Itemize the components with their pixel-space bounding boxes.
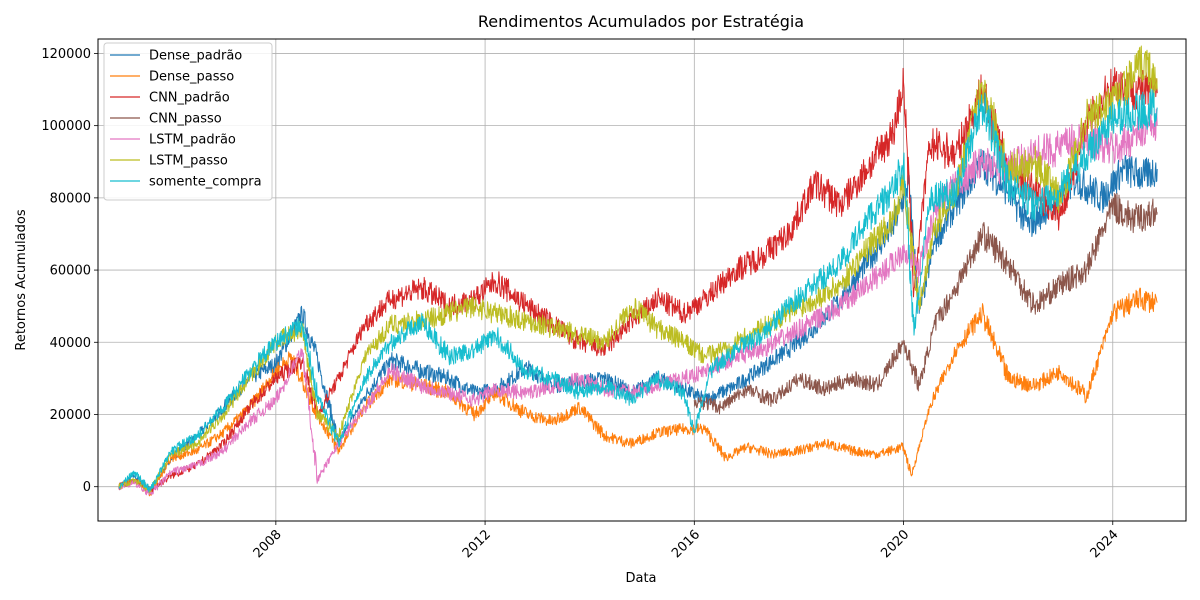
- legend-label: LSTM_padrão: [149, 133, 236, 148]
- legend-label: Dense_padrão: [149, 49, 242, 64]
- legend: Dense_padrão Dense_passo CNN_padrão CNN_pas…: [103, 42, 273, 201]
- legend-label: CNN_padrão: [149, 91, 230, 106]
- legend-label: CNN_passo: [149, 112, 222, 127]
- y-tick-label: 60000: [50, 264, 91, 279]
- series-line-cnn-passo: [693, 192, 1158, 415]
- series-layer: [118, 45, 1158, 497]
- series-line-somente-compra: [118, 88, 1158, 493]
- legend-label: LSTM_passo: [149, 154, 228, 169]
- legend-box: [103, 42, 273, 201]
- y-axis: 0 20000 40000 60000 80000 100000 120000: [41, 47, 98, 495]
- x-axis-label: Data: [625, 571, 656, 586]
- y-tick-label: 100000: [41, 119, 91, 134]
- y-tick-label: 40000: [50, 336, 91, 351]
- y-tick-label: 80000: [50, 191, 91, 206]
- y-tick-label: 20000: [50, 408, 91, 423]
- plot-frame: [97, 38, 1187, 522]
- chart-title: Rendimentos Acumulados por Estratégia: [478, 12, 804, 31]
- y-tick-label: 120000: [41, 47, 91, 62]
- legend-label: Dense_passo: [149, 70, 234, 85]
- y-tick-label: 0: [83, 480, 91, 495]
- legend-label: somente_compra: [149, 175, 262, 190]
- y-axis-label: Retornos Acumulados: [14, 209, 29, 350]
